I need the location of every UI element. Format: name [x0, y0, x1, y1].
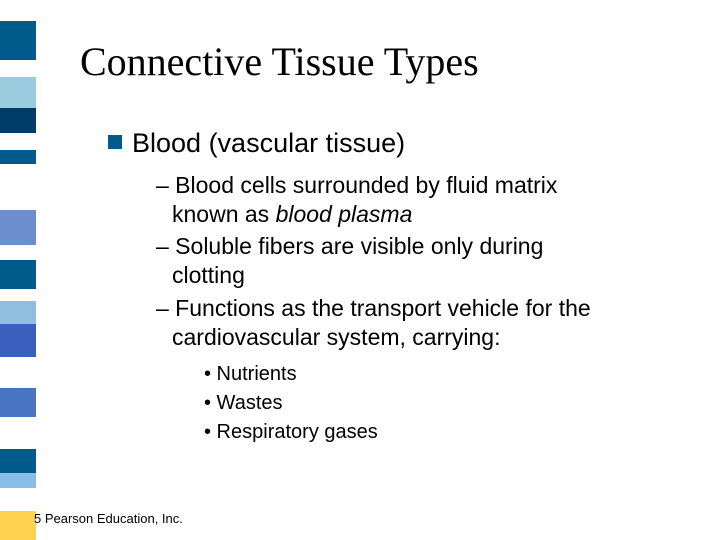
subsub-item: • Nutrients: [204, 361, 690, 388]
bullet-level2-group: – Blood cells surrounded by fluid matrix…: [156, 171, 690, 352]
stripe-block: [0, 108, 36, 133]
stripe-block: [0, 164, 36, 210]
content-area: Connective Tissue Types Blood (vascular …: [80, 38, 690, 448]
stripe-block: [0, 473, 36, 488]
stripe-block: [0, 357, 36, 388]
sub-italic: blood plasma: [276, 201, 413, 227]
sub-item: – Blood cells surrounded by fluid matrix…: [156, 171, 690, 229]
subsub-item: • Wastes: [204, 390, 690, 417]
stripe-block: [0, 301, 36, 324]
stripe-block: [0, 488, 36, 511]
sub-line: – Blood cells surrounded by fluid matrix: [156, 172, 557, 198]
sub-item: – Functions as the transport vehicle for…: [156, 294, 690, 352]
bullet-bold: Blood: [132, 128, 201, 158]
stripe-block: [0, 324, 36, 357]
subsub-item: • Respiratory gases: [204, 419, 690, 446]
stripe-block: [0, 511, 36, 540]
stripe-block: [0, 388, 36, 417]
stripe-block: [0, 133, 36, 150]
stripe-block: [0, 150, 36, 164]
stripe-block: [0, 417, 36, 450]
stripe-block: [0, 289, 36, 301]
stripe-block: [0, 77, 36, 108]
sub-line: cardiovascular system, carrying:: [172, 324, 501, 350]
slide-title: Connective Tissue Types: [80, 38, 690, 85]
stripe-block: [0, 210, 36, 245]
sub-line: known as: [172, 201, 276, 227]
bullet-level1: Blood (vascular tissue): [108, 127, 690, 161]
bullet-level3-group: • Nutrients • Wastes • Respiratory gases: [204, 361, 690, 446]
sub-line: – Soluble fibers are visible only during: [156, 233, 543, 259]
sub-item: – Soluble fibers are visible only during…: [156, 232, 690, 290]
slide: Connective Tissue Types Blood (vascular …: [0, 0, 720, 540]
sub-line: clotting: [172, 262, 245, 288]
stripe-block: [0, 0, 36, 21]
decorative-stripe: [0, 0, 36, 540]
stripe-block: [0, 21, 36, 60]
sub-line: – Functions as the transport vehicle for…: [156, 295, 591, 321]
stripe-block: [0, 60, 36, 77]
square-bullet-icon: [108, 135, 122, 149]
stripe-block: [0, 245, 36, 260]
stripe-block: [0, 260, 36, 289]
bullet-text: Blood (vascular tissue): [132, 127, 405, 161]
stripe-block: [0, 449, 36, 472]
bullet-rest: (vascular tissue): [201, 128, 405, 158]
copyright-footer: 5 Pearson Education, Inc.: [34, 511, 183, 526]
